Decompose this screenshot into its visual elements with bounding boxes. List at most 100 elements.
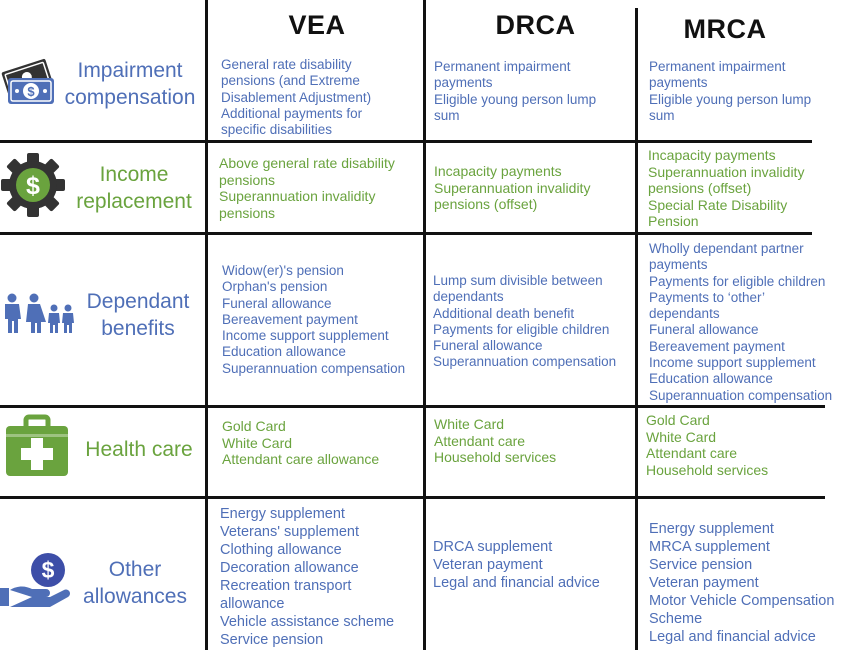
cell-line: Funeral allowance	[649, 322, 759, 338]
cell-line: Motor Vehicle Compensation	[649, 593, 835, 609]
cell-line: Household services	[434, 449, 557, 465]
cell-line: Attendant care	[646, 445, 738, 461]
cell-line: Superannuation invalidity	[219, 188, 376, 204]
cell-line: Scheme	[649, 611, 703, 627]
cell-line: Energy supplement	[220, 506, 345, 522]
cell-line: Veteran payment	[433, 557, 543, 573]
cell-dependant-vea: Widow(er)'s pension Orphan's pension Fun…	[222, 263, 405, 377]
svg-text:$: $	[27, 84, 35, 99]
cell-line: Orphan's pension	[222, 279, 328, 295]
cell-line: pensions (and Extreme	[221, 73, 360, 89]
cell-line: MRCA supplement	[649, 539, 770, 555]
cell-line: Gold Card	[222, 418, 286, 434]
hand-coin-icon: $	[0, 550, 74, 615]
cell-line: Above general rate disability	[219, 155, 395, 171]
category-label-line: Health care	[85, 438, 193, 461]
category-label-line: replacement	[76, 190, 192, 213]
category-dependant: Dependant benefits	[76, 288, 200, 342]
category-income: Income replacement	[68, 161, 200, 215]
grid-line-v2	[423, 0, 426, 650]
cell-line: Permanent impairment	[434, 59, 571, 74]
grid-line-v3	[635, 8, 638, 650]
cell-line: Income support supplement	[222, 328, 389, 344]
cell-line: Incapacity payments	[648, 147, 776, 163]
cell-line: Eligible young person lump	[434, 91, 597, 107]
grid-line-h1	[0, 140, 812, 143]
cell-line: Incapacity payments	[434, 163, 562, 179]
cell-line: White Card	[434, 416, 505, 432]
cell-income-mrca: Incapacity payments Superannuation inval…	[648, 147, 804, 230]
cell-line: payments	[649, 257, 708, 273]
cell-income-drca: Incapacity payments Superannuation inval…	[434, 163, 590, 213]
cell-line: Clothing allowance	[220, 542, 342, 558]
cell-line: payments	[649, 75, 708, 91]
cell-line: Permanent impairment	[649, 59, 786, 74]
header-mrca: MRCA	[683, 14, 767, 44]
category-label-line: compensation	[64, 86, 196, 109]
cell-line: Service pension	[220, 632, 324, 648]
cell-line: DRCA supplement	[433, 539, 553, 555]
cell-line: Bereavement payment	[222, 311, 358, 327]
cell-line: Superannuation invalidity	[434, 179, 591, 196]
cell-line: Additional payments for	[221, 105, 363, 121]
cell-line: Education allowance	[222, 344, 346, 360]
cell-health-drca: White Card Attendant care Household serv…	[434, 416, 556, 466]
svg-text:$: $	[42, 557, 55, 583]
cell-line: Superannuation compensation	[649, 387, 833, 403]
cell-line: Income support supplement	[649, 355, 816, 371]
category-label-line: Dependant	[86, 290, 190, 313]
cell-line: dependants	[433, 289, 504, 305]
cell-line: Eligible young person lump	[649, 91, 812, 107]
cell-other-drca: DRCA supplement Veteran payment Legal an…	[433, 538, 600, 592]
category-label-line: benefits	[101, 317, 175, 340]
family-icon	[2, 293, 76, 338]
cell-line: Attendant care	[434, 432, 526, 449]
cell-line: Decoration allowance	[220, 560, 359, 576]
cell-line: Payments for eligible children	[433, 321, 610, 337]
cell-health-mrca: Gold Card White Card Attendant care Hous…	[646, 412, 768, 478]
cell-line: Energy supplement	[649, 521, 774, 537]
grid-line-h2	[0, 232, 812, 235]
cell-line: Payments to ‘other’	[649, 289, 766, 305]
money-icon: $	[0, 52, 60, 115]
cell-line: Education allowance	[649, 371, 773, 387]
cell-line: Bereavement payment	[649, 338, 785, 354]
cell-line: Funeral allowance	[222, 295, 332, 311]
cell-impairment-drca: Permanent impairment payments Eligible y…	[434, 59, 596, 124]
cell-line: Funeral allowance	[433, 338, 543, 354]
cell-line: sum	[649, 107, 675, 123]
cell-line: allowance	[220, 596, 285, 612]
cell-line: pensions	[219, 204, 276, 221]
header-drca: DRCA	[495, 10, 576, 40]
cell-line: Widow(er)'s pension	[222, 263, 344, 278]
category-other: Other allowances	[70, 556, 200, 610]
cell-impairment-mrca: Permanent impairment payments Eligible y…	[649, 59, 811, 124]
cell-line: Special Rate Disability	[648, 196, 788, 213]
medical-kit-icon	[4, 414, 70, 485]
cell-line: Legal and financial advice	[433, 575, 600, 591]
category-label-line: Other	[108, 558, 162, 581]
header-vea: VEA	[288, 10, 346, 40]
cell-line: General rate disability	[221, 57, 352, 72]
cell-line: Additional death benefit	[433, 305, 575, 321]
cell-line: Recreation transport	[220, 578, 352, 594]
cell-line: Superannuation invalidity	[648, 163, 805, 180]
cell-line: Veteran payment	[649, 575, 759, 591]
category-label-line: Impairment	[77, 59, 183, 82]
cell-line: Vehicle assistance scheme	[220, 614, 395, 630]
cell-dependant-mrca: Wholly dependant partner payments Paymen…	[649, 241, 832, 404]
grid-line-v1	[205, 0, 208, 650]
cell-line: Gold Card	[646, 412, 710, 428]
cell-line: Lump sum divisible between	[433, 273, 603, 288]
cell-line: Superannuation compensation	[222, 360, 406, 376]
cell-line: pensions (offset)	[434, 196, 538, 212]
cell-income-vea: Above general rate disability pensions S…	[219, 155, 395, 221]
category-label-line: allowances	[83, 585, 187, 608]
cell-line: Veterans' supplement	[220, 524, 359, 540]
svg-text:$: $	[26, 172, 40, 200]
cell-line: Household services	[646, 461, 769, 478]
cell-line: White Card	[646, 428, 717, 445]
cell-line: Service pension	[649, 557, 753, 573]
cell-dependant-drca: Lump sum divisible between dependants Ad…	[433, 273, 616, 371]
grid-line-h4	[0, 496, 825, 499]
